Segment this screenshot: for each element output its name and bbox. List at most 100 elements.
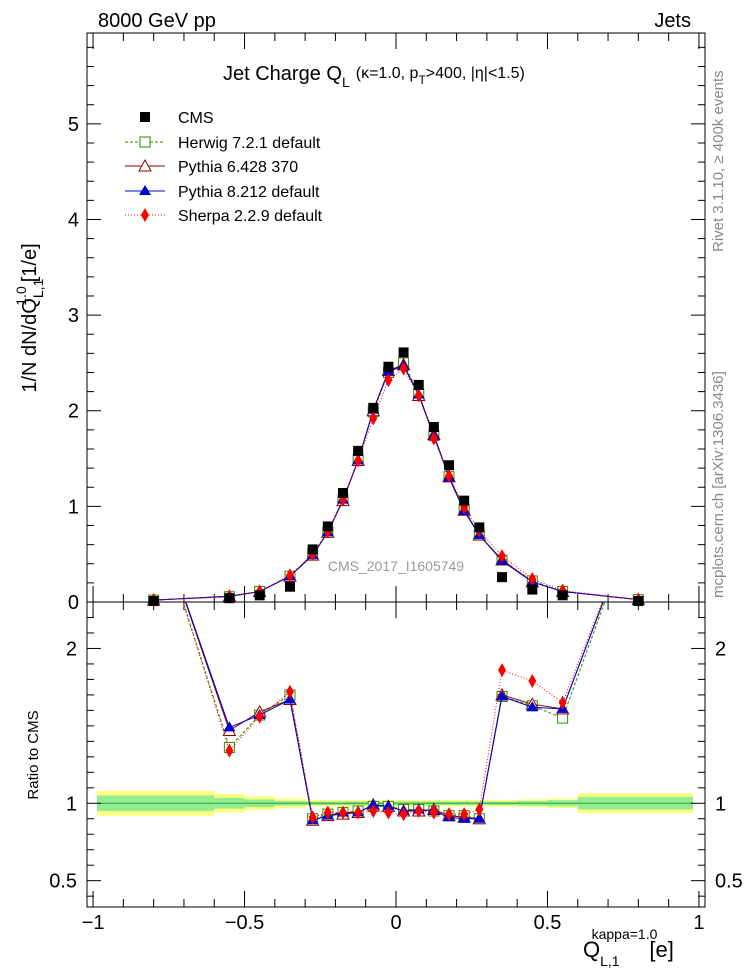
main-x-ticks xyxy=(92,33,700,602)
ratio-y-tick-label: 2 xyxy=(66,638,77,660)
ratio-point-sherpa xyxy=(399,807,408,822)
main-point-cms xyxy=(224,593,235,604)
x-axis-label: QL,1 kappa=1.0 [e] xyxy=(583,926,674,969)
main-point-sherpa xyxy=(414,388,423,403)
ratio-point-sherpa xyxy=(414,804,423,819)
main-point-cms xyxy=(383,361,394,372)
header-process-label: Jets xyxy=(654,10,691,32)
ratio-point-pythia8 xyxy=(496,690,509,701)
ratio-point-pythia8 xyxy=(367,798,380,809)
ratio-y-tick-label: 0.5 xyxy=(49,871,77,893)
ratio-point-sherpa xyxy=(460,807,469,822)
main-y-tick-label: 4 xyxy=(68,209,79,231)
main-point-cms xyxy=(459,495,470,506)
ratio-x-ticks: −1 −0.5 0 0.5 1 xyxy=(82,602,705,934)
main-line-pythia8 xyxy=(153,365,639,601)
main-y-tick-label: 0 xyxy=(68,592,79,614)
legend-entry-pythia6: Pythia 6.428 370 xyxy=(125,158,298,176)
ratio-point-sherpa xyxy=(354,805,363,820)
x-label-sub: L,1 xyxy=(600,953,620,969)
ratio-panel: 0.5 0.5 1 1 2 2 −1 −0.5 0 0.5 1 Ratio to CMS QL,1… xyxy=(25,601,743,969)
main-point-cms xyxy=(398,347,409,358)
legend-entry-pythia8: Pythia 8.212 default xyxy=(125,184,320,201)
main-point-sherpa xyxy=(285,568,294,583)
main-point-cms xyxy=(337,487,348,498)
ratio-y-axis-label: Ratio to CMS xyxy=(25,710,42,799)
header-energy-label: 8000 GeV pp xyxy=(98,10,216,32)
legend-label-sherpa: Sherpa 2.2.9 default xyxy=(178,208,323,225)
main-point-sherpa xyxy=(369,411,378,426)
legend-entry-cms: CMS xyxy=(140,110,214,127)
ratio-point-sherpa xyxy=(445,807,454,822)
ratio-line-sherpa xyxy=(182,602,603,818)
chart-title: Jet Charge QL (κ=1.0, pT>400, |η|<1.5) xyxy=(223,63,525,90)
legend-entry-herwig: Herwig 7.2.1 default xyxy=(125,135,321,152)
legend-marker-pythia6 xyxy=(138,158,152,172)
chart-title-sub: L xyxy=(342,74,350,90)
main-point-cms xyxy=(413,379,424,390)
main-y-tick-label: 1 xyxy=(68,496,79,518)
chart-title-cond-sub: T xyxy=(418,73,426,87)
ratio-line-herwig xyxy=(182,602,606,820)
main-series xyxy=(146,347,646,608)
main-point-sherpa xyxy=(354,453,363,468)
x-label-text: Q xyxy=(583,937,600,962)
main-y-label-text: 1/N dN/dQ xyxy=(19,298,41,392)
ratio-uncertainty-bands xyxy=(97,790,693,816)
legend-marker-sherpa xyxy=(141,208,149,222)
main-point-sherpa xyxy=(399,361,408,376)
main-y-tick-label: 3 xyxy=(68,305,79,327)
ratio-point-pythia8 xyxy=(526,701,539,712)
main-y-label-sup: 1.0 xyxy=(13,286,29,306)
main-point-cms xyxy=(368,402,379,413)
main-point-cms xyxy=(428,421,439,432)
main-point-cms xyxy=(633,596,644,607)
main-point-cms xyxy=(474,522,485,533)
ratio-point-sherpa xyxy=(338,805,347,820)
ratio-y-tick-label-right: 1 xyxy=(715,793,726,815)
ratio-series xyxy=(182,602,606,826)
x-label-unit: [e] xyxy=(649,937,673,962)
main-point-sherpa xyxy=(445,468,454,483)
main-point-cms xyxy=(557,590,568,601)
main-point-sherpa xyxy=(384,373,393,388)
legend: CMS Herwig 7.2.1 default Pythia 6.428 37… xyxy=(125,110,323,225)
legend-label-herwig: Herwig 7.2.1 default xyxy=(178,135,321,152)
main-point-cms xyxy=(307,544,318,555)
main-point-sherpa xyxy=(498,549,507,564)
main-y-label-sub: L,1 xyxy=(30,278,46,298)
analysis-watermark: CMS_2017_I1605749 xyxy=(328,558,464,574)
main-y-ticks: 0 1 2 3 4 5 xyxy=(68,46,705,614)
main-point-sherpa xyxy=(429,431,438,446)
ratio-point-sherpa xyxy=(323,805,332,820)
ratio-y-tick-label-right: 0.5 xyxy=(715,871,743,893)
ratio-point-sherpa xyxy=(475,802,484,817)
main-y-tick-label: 2 xyxy=(68,401,79,423)
ratio-y-tick-label: 1 xyxy=(66,793,77,815)
x-tick-label: −1 xyxy=(82,912,105,934)
legend-label-pythia6: Pythia 6.428 370 xyxy=(178,159,298,176)
ratio-point-sherpa xyxy=(255,709,264,724)
ratio-frame xyxy=(86,601,706,908)
ratio-point-sherpa xyxy=(285,684,294,699)
ratio-point-sherpa xyxy=(384,805,393,820)
main-point-cms xyxy=(284,581,295,592)
x-label-sup: kappa=1.0 xyxy=(592,926,658,942)
x-tick-label: −0.5 xyxy=(225,912,264,934)
main-point-cms xyxy=(148,596,159,607)
ratio-point-pythia8 xyxy=(223,721,236,732)
ratio-y-tick-label-right: 2 xyxy=(715,638,726,660)
ratio-point-sherpa xyxy=(528,673,537,688)
ratio-point-sherpa xyxy=(558,695,567,710)
legend-label-pythia8: Pythia 8.212 default xyxy=(178,184,320,201)
main-point-cms xyxy=(254,590,265,601)
legend-marker-cms xyxy=(140,112,150,122)
ratio-point-pythia8 xyxy=(382,800,395,811)
ratio-point-sherpa xyxy=(429,805,438,820)
chart-title-cond-tail: >400, |η|<1.5) xyxy=(426,65,525,82)
legend-marker-herwig xyxy=(139,136,151,148)
ratio-point-pythia8 xyxy=(473,812,486,823)
main-point-sherpa xyxy=(528,572,537,587)
ratio-point-sherpa xyxy=(225,743,234,758)
